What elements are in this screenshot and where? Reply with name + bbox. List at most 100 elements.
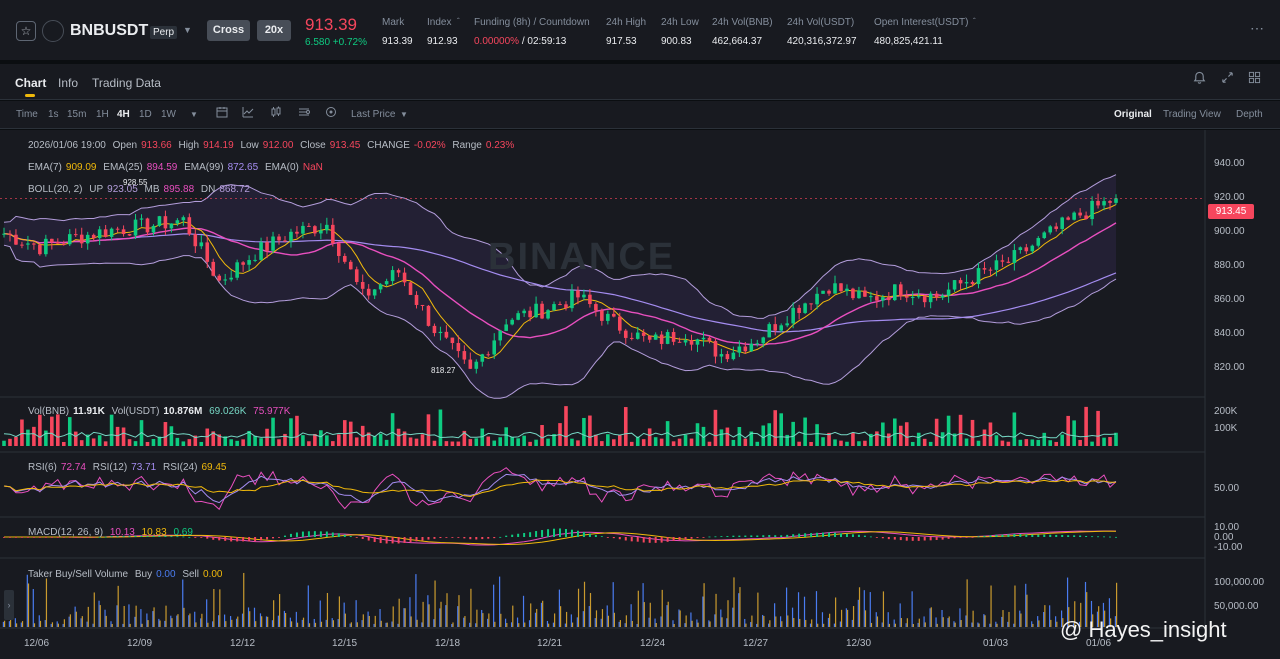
candle-body (516, 313, 520, 320)
taker-buy-bar (433, 619, 435, 627)
price-type-dropdown-icon[interactable]: ▼ (400, 110, 408, 119)
target-icon[interactable] (323, 106, 339, 122)
candle-body (61, 243, 66, 245)
tab-info[interactable]: Info (58, 76, 79, 90)
interval-4h[interactable]: 4H (117, 109, 130, 120)
taker-sell-bar (356, 622, 358, 627)
volume-bar (97, 435, 102, 446)
volume-bar (438, 409, 443, 446)
taker-buy-bar (917, 622, 919, 627)
leverage-button[interactable]: 20x (257, 20, 291, 41)
tab-trading-data[interactable]: Trading Data (92, 76, 161, 90)
taker-buy-bar (791, 607, 794, 627)
candle-body (235, 262, 239, 278)
taker-sell-bar (512, 605, 514, 627)
volume-bar (552, 434, 556, 446)
bell-icon[interactable] (1191, 71, 1207, 87)
macd-histogram-bar (941, 537, 944, 540)
macd-histogram-bar (116, 536, 119, 537)
taker-sell-bar (1098, 606, 1100, 627)
taker-sell-bar (368, 615, 370, 627)
candle-body (677, 341, 682, 343)
symbol-dropdown-icon[interactable]: ▼ (183, 25, 192, 35)
macd-histogram-bar (576, 530, 579, 537)
taker-sell-bar (835, 597, 837, 627)
volume-bar (151, 439, 156, 446)
volume-bar (103, 441, 108, 446)
favorite-star-icon[interactable]: ☆ (16, 21, 36, 41)
taker-buy-bar (600, 618, 602, 627)
taker-sell-bar (757, 592, 759, 627)
taker-sell-bar (488, 613, 490, 627)
macd-histogram-bar (666, 537, 669, 542)
candle-body (486, 354, 491, 356)
index-info-icon[interactable]: ˆ (457, 17, 460, 26)
vol-ma2: 75.977K (253, 406, 291, 417)
taker-sell-bar (673, 623, 675, 627)
vol-ma1: 69.026K (209, 406, 247, 417)
taker-buy-bar (439, 608, 441, 627)
interval-1s[interactable]: 1s (48, 109, 59, 120)
interval-1d[interactable]: 1D (139, 109, 152, 120)
taker-buy-bar (887, 612, 889, 627)
margin-mode-button[interactable]: Cross (207, 20, 250, 41)
candle-body (558, 304, 562, 306)
volume-bar (1018, 439, 1023, 446)
symbol-name[interactable]: BNBUSDT (70, 22, 149, 39)
settings-list-icon[interactable] (296, 106, 312, 122)
taker-sell-bar (613, 612, 616, 627)
kline-chart[interactable] (0, 130, 1280, 659)
calendar-icon[interactable] (214, 106, 230, 122)
candle-body (1048, 226, 1053, 233)
candle-body (420, 304, 425, 306)
layout-grid-icon[interactable] (1246, 71, 1262, 87)
taker-buy-bar (1007, 621, 1009, 627)
interval-15m[interactable]: 15m (67, 109, 87, 120)
view-trading-view[interactable]: Trading View (1163, 109, 1221, 120)
volume-bar (564, 406, 568, 446)
taker-sell-bar (996, 623, 998, 627)
taker-sell-bar (410, 616, 412, 627)
taker-sell-bar (153, 607, 155, 627)
volume-bar (432, 440, 437, 446)
fullscreen-icon[interactable] (1219, 71, 1235, 87)
open-interest-info-icon[interactable]: ˆ (973, 17, 976, 26)
view-original[interactable]: Original (1114, 109, 1152, 120)
candle-body (857, 290, 861, 299)
interval-dropdown-icon[interactable]: ▼ (190, 110, 198, 119)
interval-1h[interactable]: 1H (96, 109, 109, 120)
stat-value-mark: 913.39 (382, 36, 413, 47)
taker-buy-bar (995, 621, 997, 627)
ohlc-date: 2026/01/06 19:00 (28, 140, 106, 151)
interval-1w[interactable]: 1W (161, 109, 176, 120)
taker-buy-bar (295, 611, 297, 627)
date-tick: 12/30 (846, 638, 872, 649)
indicator-icon[interactable] (240, 106, 256, 122)
volume-bar (1108, 437, 1112, 446)
interval-time[interactable]: Time (16, 109, 38, 120)
view-depth[interactable]: Depth (1236, 109, 1263, 120)
taker-buy-bar (941, 609, 943, 627)
macd-histogram-bar (869, 536, 872, 538)
chart-area[interactable]: BINANCE 2026/01/06 19:00 Open 913.66 High… (0, 130, 1280, 659)
candle-body (528, 310, 532, 318)
macd-histogram-bar (1055, 534, 1058, 537)
more-horizontal-icon[interactable]: ⋯ (1250, 20, 1264, 36)
taker-sell-bar (846, 609, 849, 627)
taker-buy-bar (720, 609, 722, 627)
tab-chart[interactable]: Chart (15, 76, 47, 90)
candle-type-icon[interactable] (268, 106, 284, 122)
taker-sell-bar (763, 615, 765, 627)
volume-bar (803, 417, 807, 446)
taker-sell-bar (63, 619, 65, 627)
taker-sell-bar (476, 609, 478, 627)
taker-buy-bar (953, 621, 955, 627)
candle-body (187, 217, 192, 235)
volume-bar (38, 414, 42, 446)
expand-panel-button[interactable]: › (4, 590, 14, 620)
taker-buy-bar (158, 618, 160, 627)
price-type-select[interactable]: Last Price (351, 109, 396, 120)
taker-buy-bar (361, 620, 363, 627)
volume-bar (600, 441, 604, 446)
date-tick: 12/06 (24, 638, 50, 649)
